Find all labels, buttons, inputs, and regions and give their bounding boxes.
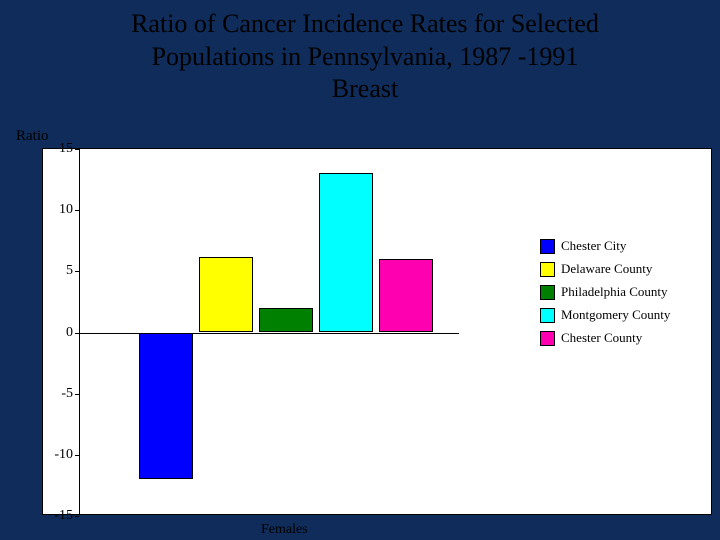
bar xyxy=(199,257,253,333)
y-tick-label: 10 xyxy=(59,202,73,218)
y-axis-line xyxy=(79,149,80,514)
y-tick-label: -15 xyxy=(54,508,73,524)
y-tick-mark xyxy=(75,516,79,517)
legend-item: Philadelphia County xyxy=(540,284,670,300)
y-tick-mark xyxy=(75,455,79,456)
y-tick-label: 0 xyxy=(66,325,73,341)
y-tick-label: 5 xyxy=(66,263,73,279)
chart-title: Ratio of Cancer Incidence Rates for Sele… xyxy=(0,0,720,110)
legend-label: Montgomery County xyxy=(561,307,670,323)
legend-label: Chester County xyxy=(561,330,642,346)
title-line: Breast xyxy=(70,73,660,106)
bar xyxy=(259,308,313,332)
bar xyxy=(139,333,193,480)
title-line: Ratio of Cancer Incidence Rates for Sele… xyxy=(70,8,660,41)
y-tick-label: 15 xyxy=(59,141,73,157)
legend-label: Delaware County xyxy=(561,261,652,277)
legend-item: Delaware County xyxy=(540,261,670,277)
y-tick-mark xyxy=(75,271,79,272)
bar xyxy=(379,259,433,332)
y-tick-label: -10 xyxy=(54,447,73,463)
y-axis-label: Ratio xyxy=(16,128,49,145)
y-tick-mark xyxy=(75,210,79,211)
legend-swatch xyxy=(540,262,555,277)
bar xyxy=(319,173,373,332)
legend-item: Chester City xyxy=(540,238,670,254)
legend-label: Philadelphia County xyxy=(561,284,668,300)
legend-swatch xyxy=(540,285,555,300)
slide: Ratio of Cancer Incidence Rates for Sele… xyxy=(0,0,720,540)
legend-label: Chester City xyxy=(561,238,626,254)
legend-swatch xyxy=(540,331,555,346)
legend: Chester City Delaware County Philadelphia … xyxy=(540,238,670,353)
zero-line xyxy=(79,333,459,334)
legend-item: Montgomery County xyxy=(540,307,670,323)
y-tick-mark xyxy=(75,149,79,150)
y-tick-mark xyxy=(75,394,79,395)
y-tick-label: -5 xyxy=(61,386,73,402)
x-axis-label: Females xyxy=(261,522,308,538)
legend-swatch xyxy=(540,239,555,254)
legend-item: Chester County xyxy=(540,330,670,346)
title-line: Populations in Pennsylvania, 1987 -1991 xyxy=(70,41,660,74)
legend-swatch xyxy=(540,308,555,323)
